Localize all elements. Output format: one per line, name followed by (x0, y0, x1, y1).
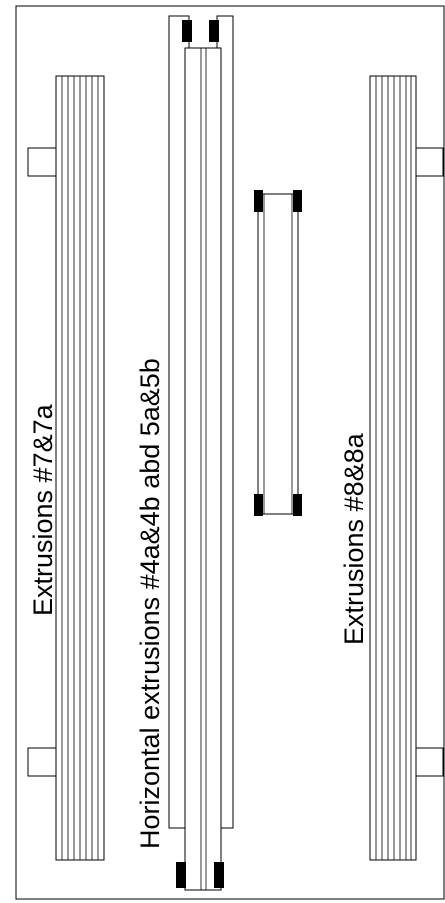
center-top-clamp-left (182, 20, 192, 42)
left-top-tab (27, 147, 57, 177)
center-extrusion-inner (184, 47, 222, 891)
center-bottom-clamp-right (214, 862, 224, 888)
left-bottom-tab (27, 747, 57, 777)
right-extrusion-group (369, 75, 444, 861)
short-extrusion-group (254, 190, 302, 516)
short-top-clamp-left (254, 190, 263, 212)
left-extrusion-group (27, 75, 105, 861)
short-bottom-clamp-right (293, 494, 302, 516)
short-top-clamp-right (293, 190, 302, 212)
right-extrusion-body (369, 75, 417, 861)
left-group-label: Extrusions #7&7a (28, 403, 58, 616)
center-bottom-clamp-left (176, 862, 186, 888)
right-top-tab (415, 147, 444, 177)
right-group-label: Extrusions #8&8a (339, 432, 369, 645)
center-extrusion-group (168, 15, 234, 891)
right-bottom-tab (415, 747, 444, 777)
short-extrusion-body (257, 193, 299, 515)
center-group-label: Horizontal extrusions #4a&4b abd 5a&5b (135, 358, 165, 849)
short-bottom-clamp-left (254, 494, 263, 516)
center-top-clamp-right (209, 20, 219, 42)
